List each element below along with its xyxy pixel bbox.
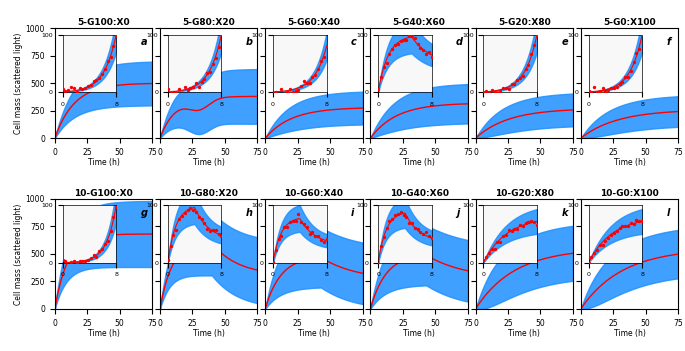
X-axis label: Time (h): Time (h) xyxy=(298,158,329,167)
Title: 5-G60:X40: 5-G60:X40 xyxy=(288,18,340,27)
X-axis label: Time (h): Time (h) xyxy=(192,158,225,167)
Text: c: c xyxy=(351,37,357,47)
X-axis label: Time (h): Time (h) xyxy=(403,329,435,338)
Title: 10-G20:X80: 10-G20:X80 xyxy=(495,189,553,198)
Text: e: e xyxy=(561,37,568,47)
X-axis label: Time (h): Time (h) xyxy=(403,158,435,167)
X-axis label: Time (h): Time (h) xyxy=(88,329,119,338)
Title: 10-G40:X60: 10-G40:X60 xyxy=(390,189,449,198)
Title: 5-G0:X100: 5-G0:X100 xyxy=(603,18,656,27)
Text: k: k xyxy=(561,207,568,218)
Text: b: b xyxy=(246,37,253,47)
Text: d: d xyxy=(456,37,463,47)
Title: 5-G20:X80: 5-G20:X80 xyxy=(498,18,551,27)
Text: g: g xyxy=(140,207,147,218)
Title: 10-G100:X0: 10-G100:X0 xyxy=(74,189,133,198)
Text: a: a xyxy=(140,37,147,47)
Text: l: l xyxy=(667,207,670,218)
X-axis label: Time (h): Time (h) xyxy=(298,329,329,338)
Title: 10-G80:X20: 10-G80:X20 xyxy=(179,189,238,198)
X-axis label: Time (h): Time (h) xyxy=(88,158,119,167)
Text: i: i xyxy=(351,207,354,218)
X-axis label: Time (h): Time (h) xyxy=(508,158,540,167)
Y-axis label: Cell mass (scattered light): Cell mass (scattered light) xyxy=(14,32,23,134)
Text: j: j xyxy=(456,207,460,218)
Title: 10-G60:X40: 10-G60:X40 xyxy=(284,189,343,198)
Title: 5-G80:X20: 5-G80:X20 xyxy=(182,18,235,27)
Y-axis label: Cell mass (scattered light): Cell mass (scattered light) xyxy=(14,203,23,305)
Text: f: f xyxy=(667,37,671,47)
Title: 10-G0:X100: 10-G0:X100 xyxy=(600,189,659,198)
X-axis label: Time (h): Time (h) xyxy=(508,329,540,338)
X-axis label: Time (h): Time (h) xyxy=(614,329,645,338)
Title: 5-G100:X0: 5-G100:X0 xyxy=(77,18,130,27)
Text: h: h xyxy=(246,207,253,218)
X-axis label: Time (h): Time (h) xyxy=(192,329,225,338)
Title: 5-G40:X60: 5-G40:X60 xyxy=(393,18,445,27)
X-axis label: Time (h): Time (h) xyxy=(614,158,645,167)
